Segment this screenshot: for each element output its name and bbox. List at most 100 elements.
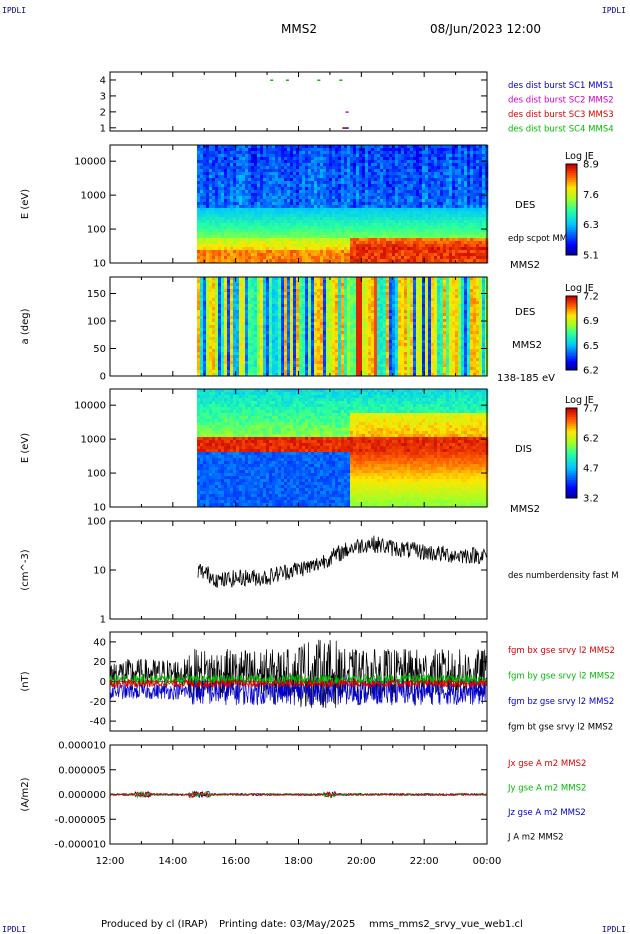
y-axis-label: (nT) <box>20 671 31 691</box>
x-tick-label: 22:00 <box>410 856 439 867</box>
y-tick-label: 100 <box>87 517 106 528</box>
y-tick-label: 0.000000 <box>58 790 106 801</box>
panel-side-label: DIS <box>515 444 532 455</box>
y-tick-label: 0 <box>100 677 106 688</box>
y-tick-label: -20 <box>90 697 106 708</box>
y-tick-label: 0 <box>100 372 106 383</box>
y-tick-label: 10 <box>93 503 106 514</box>
burst-panel-frame <box>109 71 488 132</box>
y-axis-label: a (deg) <box>20 308 31 344</box>
corner-label-bottom-left: IPDLI <box>2 925 27 934</box>
colorbar-label: Log JE <box>565 283 594 294</box>
corner-label-top-right: IPDLI <box>601 6 626 15</box>
y-axis-label: E (eV) <box>20 189 31 219</box>
y-tick-label: 0.000005 <box>58 765 106 776</box>
colorbar-tick-label: 5.1 <box>583 251 599 262</box>
y-tick-label: 1000 <box>81 191 106 202</box>
colorbar-label: Log JE <box>565 395 594 406</box>
y-tick-label: 3 <box>100 91 106 102</box>
burst-marker <box>345 111 349 113</box>
legend-entry: fgm bz gse srvy l2 MMS2 <box>508 697 614 707</box>
legend-entry: fgm by gse srvy l2 MMS2 <box>508 672 615 682</box>
corner-label-top-left: IPDLI <box>2 6 27 15</box>
panel-bottom-label: MMS2 <box>510 504 540 515</box>
legend-entry: des numberdensity fast M <box>508 571 619 581</box>
y-tick-label: 1 <box>100 615 106 626</box>
current-series-line <box>109 790 488 799</box>
legend-entry: Jy gse A m2 MMS2 <box>507 784 586 794</box>
colorbar-tick-label: 6.2 <box>583 366 599 377</box>
legend-entry: J A m2 MMS2 <box>507 833 564 843</box>
des-pitch-spectrogram <box>197 277 489 377</box>
colorbar-tick-label: 6.2 <box>583 434 599 445</box>
legend-entry: fgm bt gse srvy l2 MMS2 <box>508 723 613 733</box>
y-tick-label: 0.000010 <box>58 741 106 752</box>
x-tick-label: 20:00 <box>347 856 376 867</box>
fgm-series-line <box>109 678 487 689</box>
y-tick-label: 150 <box>87 289 106 300</box>
des-pitch-colorbar <box>566 296 577 371</box>
colorbar-tick-label: 3.2 <box>583 494 599 505</box>
colorbar-tick-label: 7.2 <box>583 292 599 303</box>
colorbar-frame <box>565 407 578 499</box>
colorbar-tick-label: 4.7 <box>583 464 599 475</box>
y-tick-label: 1 <box>100 123 106 134</box>
burst-marker <box>342 127 346 129</box>
des-energy-spectrogram <box>197 145 489 264</box>
legend-entry: Jx gse A m2 MMS2 <box>507 759 586 769</box>
y-tick-label: 10 <box>93 259 106 270</box>
density-panel-frame <box>109 520 488 620</box>
y-tick-label: 10000 <box>74 401 106 412</box>
x-tick-label: 12:00 <box>96 856 125 867</box>
x-tick-label: 16:00 <box>221 856 250 867</box>
y-tick-label: -0.000010 <box>55 840 106 851</box>
burst-marker <box>285 79 289 81</box>
footer-filename: mms_mms2_srvy_vue_web1.cl <box>369 919 523 930</box>
legend-entry: Jz gse A m2 MMS2 <box>507 808 586 818</box>
legend-entry: des dist burst SC1 MMS1 <box>508 81 614 91</box>
x-tick-label: 14:00 <box>158 856 187 867</box>
y-axis-label: (cm^-3) <box>20 549 31 590</box>
burst-marker <box>345 127 349 129</box>
y-tick-label: 40 <box>93 637 106 648</box>
colorbar-tick-label: 7.7 <box>583 404 599 415</box>
current-series-line <box>109 790 488 799</box>
panel-bottom-label: MMS2 <box>510 260 540 271</box>
y-tick-label: 100 <box>87 469 106 480</box>
y-tick-label: -0.000005 <box>55 815 106 826</box>
colorbar-label: Log JE <box>565 151 594 162</box>
panel-side-label: edp scpot MMS2 <box>508 234 578 244</box>
legend-entry: des dist burst SC4 MMS4 <box>508 125 614 135</box>
corner-label-bottom-right: IPDLI <box>601 925 626 934</box>
y-tick-label: 1000 <box>81 435 106 446</box>
fgm-series-line <box>109 676 487 707</box>
colorbar-tick-label: 7.6 <box>583 190 599 201</box>
y-tick-label: 10000 <box>74 157 106 168</box>
x-tick-label: 00:00 <box>473 856 502 867</box>
y-tick-label: 100 <box>87 225 106 236</box>
burst-marker <box>317 79 321 81</box>
footer-printing-date: Printing date: 03/May/2025 <box>219 919 356 930</box>
y-axis-label: (A/m2) <box>20 777 31 811</box>
dis-energy-colorbar <box>566 408 577 499</box>
y-tick-label: 4 <box>100 75 106 86</box>
y-tick-label: 20 <box>93 657 106 668</box>
datetime-title: 08/Jun/2023 12:00 <box>430 22 542 36</box>
colorbar-tick-label: 6.9 <box>583 316 599 327</box>
y-tick-label: 10 <box>93 566 106 577</box>
legend-entry: fgm bx gse srvy l2 MMS2 <box>508 646 615 656</box>
x-tick-label: 18:00 <box>284 856 313 867</box>
legend-entry: des dist burst SC3 MMS3 <box>508 110 614 120</box>
des-energy-colorbar <box>566 164 577 256</box>
colorbar-frame <box>565 163 578 256</box>
y-tick-label: -40 <box>90 717 106 728</box>
density-series-line <box>197 535 488 588</box>
burst-marker <box>270 79 274 81</box>
colorbar-tick-label: 8.9 <box>583 160 599 171</box>
colorbar-tick-label: 6.5 <box>583 341 599 352</box>
panel-side-label: DES <box>515 200 535 211</box>
burst-marker <box>339 79 343 81</box>
dis-energy-spectrogram <box>197 389 489 508</box>
colorbar-frame <box>565 295 578 371</box>
